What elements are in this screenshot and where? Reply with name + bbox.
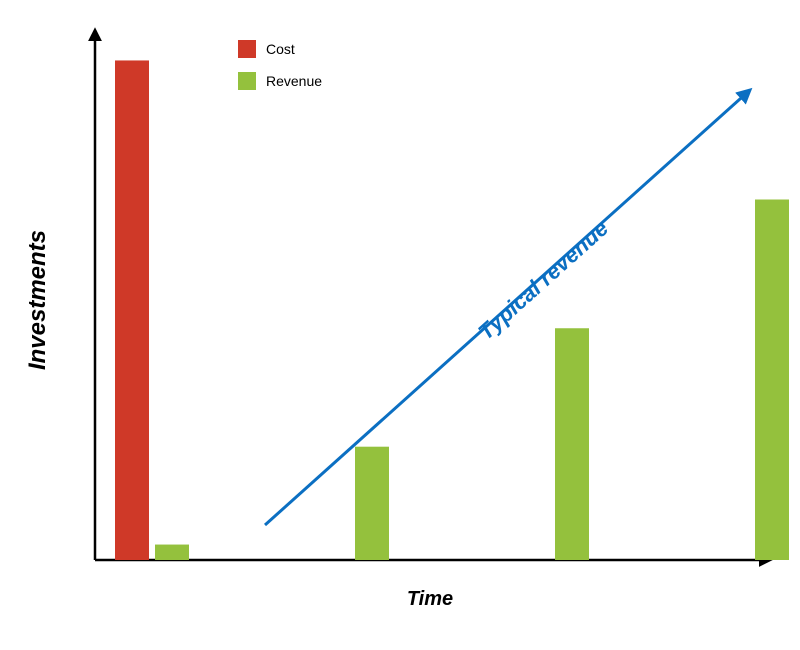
bar-revenue-0 bbox=[155, 545, 189, 560]
bar-revenue-2 bbox=[555, 328, 589, 560]
legend-label-revenue: Revenue bbox=[266, 73, 322, 89]
bar-cost-0 bbox=[115, 60, 149, 560]
y-axis-label: Investments bbox=[24, 230, 51, 370]
legend-swatch-cost bbox=[238, 40, 256, 58]
legend-swatch-revenue bbox=[238, 72, 256, 90]
investments-vs-time-chart: InvestmentsTimeTypical revenueCostRevenu… bbox=[0, 0, 800, 650]
legend-label-cost: Cost bbox=[266, 41, 295, 57]
x-axis-label: Time bbox=[407, 588, 453, 610]
bar-revenue-1 bbox=[355, 447, 389, 560]
chart-svg: InvestmentsTimeTypical revenueCostRevenu… bbox=[0, 0, 800, 650]
bar-revenue-3 bbox=[755, 200, 789, 561]
